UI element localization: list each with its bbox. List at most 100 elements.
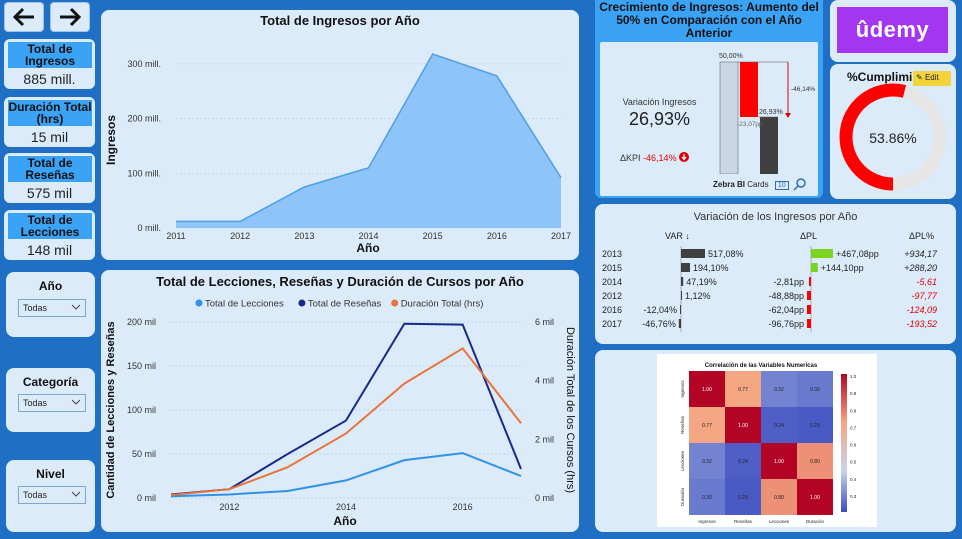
dropdown-value: Todas bbox=[23, 398, 48, 408]
gauge-title: %Cumplimi bbox=[847, 70, 913, 84]
heatmap-cell bbox=[725, 371, 761, 407]
kpi-label: Total de Lecciones bbox=[8, 213, 92, 239]
legend-label: Total de Lecciones bbox=[205, 299, 284, 310]
heatmap-cell-label: 0.30 bbox=[810, 387, 820, 393]
heatmap-cell-label: 1.00 bbox=[702, 387, 712, 393]
col-var-header[interactable]: VAR ↓ bbox=[665, 231, 690, 241]
y-left-tick-label: 200 mil bbox=[127, 317, 156, 327]
heatmap-cell bbox=[761, 479, 797, 515]
heatmap-figure: Correlación de las Variables Numericas 1… bbox=[657, 354, 877, 527]
var-label: 194,10% bbox=[693, 263, 729, 273]
var-label: -12,04% bbox=[643, 305, 677, 315]
heatmap-cell bbox=[725, 443, 761, 479]
zebra-delta-value: -46,14% bbox=[643, 153, 677, 163]
area-chart-svg: Ingresos Año 0 mill. 100 mill. 200 mill. 30… bbox=[104, 53, 571, 255]
y-left-tick-label: 100 mil bbox=[127, 405, 156, 415]
var-label: 47,19% bbox=[686, 277, 717, 287]
kpi-label: Total de Reseñas bbox=[8, 156, 92, 182]
year-label: 2017 bbox=[602, 319, 622, 329]
slicer-categoria-dropdown[interactable]: Todas bbox=[18, 394, 86, 412]
heatmap-x-label: Ingresos bbox=[698, 519, 716, 524]
dpl-label: -48,88pp bbox=[768, 291, 804, 301]
dpl-label: -96,76pp bbox=[768, 319, 804, 329]
dropdown-value: Todas bbox=[23, 490, 48, 500]
heatmap-cell-label: 0.32 bbox=[702, 459, 712, 465]
var-label: -46,76% bbox=[642, 319, 676, 329]
chevron-down-icon bbox=[71, 491, 81, 497]
heatmap-cell bbox=[761, 443, 797, 479]
dpl-label: -2,81pp bbox=[773, 277, 804, 287]
heatmap-cell bbox=[689, 479, 725, 515]
gauge-value: 53.86% bbox=[869, 130, 916, 146]
slicer-anio-dropdown[interactable]: Todas bbox=[18, 299, 86, 317]
dpl-bar bbox=[807, 291, 811, 300]
dpl-bar bbox=[811, 263, 818, 272]
kpi-label: Duración Total (hrs) bbox=[8, 100, 92, 126]
slicer-title: Año bbox=[38, 279, 63, 293]
arrow-left-icon bbox=[12, 7, 34, 27]
x-tick-label: 2016 bbox=[487, 231, 507, 241]
forward-button[interactable] bbox=[50, 2, 90, 32]
kpi-value: 15 mil bbox=[30, 129, 69, 145]
dplp-label: -97,77 bbox=[911, 291, 938, 301]
heatmap-cell-label: 0.24 bbox=[774, 423, 784, 429]
colorbar-tick-label: 0.5 bbox=[850, 460, 857, 465]
heatmap-cell-label: 0.30 bbox=[702, 495, 712, 501]
y-right-tick-label: 6 mil bbox=[535, 317, 554, 327]
legend-marker bbox=[195, 299, 203, 307]
x-axis-label: Año bbox=[356, 241, 379, 255]
col-dplp-header: ΔPL% bbox=[909, 231, 935, 241]
baseline-bar bbox=[719, 61, 739, 174]
kpi-value: 885 mill. bbox=[23, 71, 76, 87]
var-label: 517,08% bbox=[708, 249, 744, 259]
dplp-label: -193,52 bbox=[906, 319, 937, 329]
var-bar bbox=[678, 319, 681, 328]
gauge-fill bbox=[839, 83, 947, 191]
dpl-bar bbox=[807, 305, 811, 314]
back-button[interactable] bbox=[4, 2, 44, 32]
bar-mid-label: 26,93% bbox=[759, 109, 783, 116]
negative-variance-bar bbox=[740, 62, 758, 117]
cumplimiento-gauge: %Cumplimi ✎ Edit 53.86% bbox=[830, 64, 956, 199]
zebra-badge: 10 bbox=[774, 181, 789, 190]
y-tick-label: 0 mill. bbox=[137, 223, 161, 233]
dpl-label: +467,08pp bbox=[836, 249, 879, 259]
colorbar-tick-label: 0.3 bbox=[850, 494, 857, 499]
y-right-tick-label: 2 mil bbox=[535, 434, 554, 444]
heatmap-y-label: Lecciones bbox=[680, 450, 685, 471]
slicer-categoria: Categoría Todas bbox=[6, 368, 95, 432]
arrow-label: -46,14% bbox=[791, 86, 815, 93]
search-icon[interactable] bbox=[793, 177, 807, 191]
heatmap-x-label: Reseñas bbox=[734, 519, 753, 524]
legend-marker bbox=[298, 299, 306, 307]
heatmap-x-label: Duración bbox=[806, 519, 825, 524]
legend-marker bbox=[391, 299, 399, 307]
heatmap-cell-label: 0.32 bbox=[774, 387, 784, 393]
var-label: 1,12% bbox=[685, 291, 711, 301]
heatmap-cell bbox=[725, 407, 761, 443]
series-line bbox=[170, 452, 522, 498]
chart-title: Total de Ingresos por Año bbox=[260, 13, 420, 28]
heatmap-cell-label: 1.00 bbox=[738, 423, 748, 429]
x-tick-label: 2014 bbox=[358, 231, 378, 241]
heatmap-cell bbox=[797, 443, 833, 479]
udemy-logo-panel: ûdemy bbox=[830, 0, 956, 62]
slicer-nivel-dropdown[interactable]: Todas bbox=[18, 486, 86, 504]
zebra-brand: Zebra BI Cards 10 bbox=[713, 180, 789, 190]
slicer-title: Categoría bbox=[22, 375, 79, 389]
legend-label: Duración Total (hrs) bbox=[401, 299, 484, 310]
y-left-tick-label: 150 mil bbox=[127, 361, 156, 371]
heatmap-cell-label: 0.23 bbox=[810, 423, 820, 429]
edit-button[interactable]: ✎ Edit bbox=[913, 71, 951, 86]
bar-neg-label: -23,07pp bbox=[737, 121, 763, 128]
dpl-bar bbox=[811, 249, 833, 258]
y-axis-label: Ingresos bbox=[104, 115, 118, 165]
colorbar-tick-label: 0.6 bbox=[850, 443, 857, 448]
zebra-kpi-value: 26,93% bbox=[628, 109, 691, 129]
zebra-delta: ΔKPI -46,14% bbox=[620, 152, 690, 163]
heatmap-cell bbox=[689, 443, 725, 479]
series-line bbox=[170, 347, 522, 497]
heatmap-cell-label: 1.00 bbox=[774, 459, 784, 465]
x-tick-label: 2017 bbox=[551, 231, 571, 241]
dplp-label: +288,20 bbox=[904, 263, 937, 273]
